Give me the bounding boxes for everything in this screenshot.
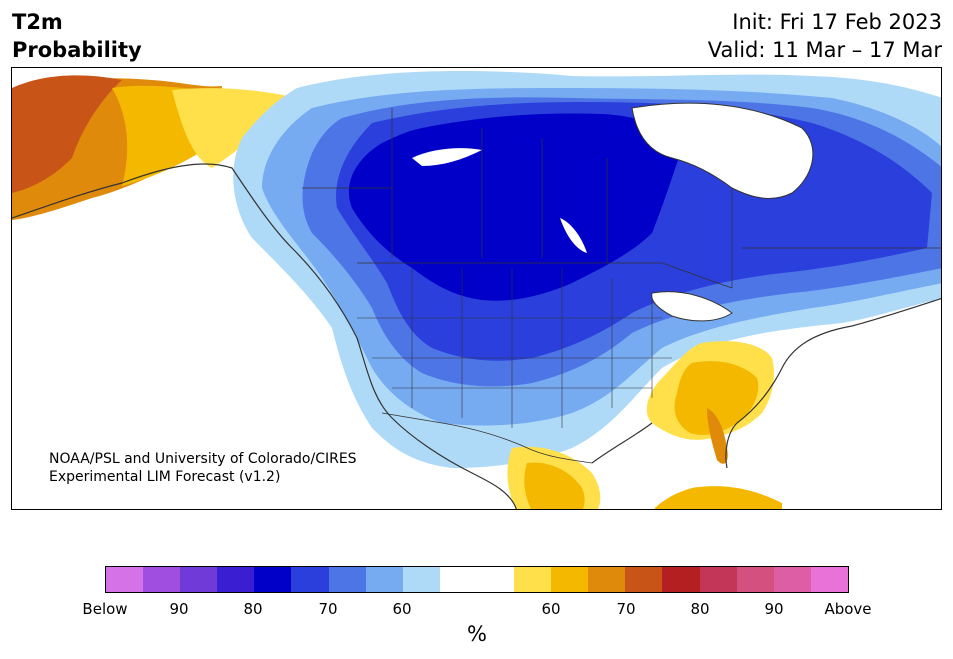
colorbar-segment xyxy=(773,567,811,592)
colorbar-label: 90 xyxy=(169,600,189,618)
colorbar-label: 60 xyxy=(392,600,412,618)
valid-range: Valid: 11 Mar – 17 Mar xyxy=(707,38,942,62)
colorbar-segment xyxy=(217,567,255,592)
probability-colorbar xyxy=(105,566,849,593)
us-mexico-border xyxy=(381,412,593,464)
alaska-yellow-region xyxy=(172,88,297,168)
florida-orange-region xyxy=(707,408,728,464)
southeast-gold-region xyxy=(674,361,759,435)
init-date: Init: Fri 17 Feb 2023 xyxy=(732,10,942,34)
state-borders xyxy=(357,268,672,428)
colorbar-segment xyxy=(588,567,626,592)
probability-map xyxy=(11,67,942,510)
colorbar-segment xyxy=(254,567,292,592)
forecast-dates: Init: Fri 17 Feb 2023 Valid: 11 Mar – 17… xyxy=(708,8,942,64)
mexico-gold-region xyxy=(524,462,585,509)
colorbar-label: 80 xyxy=(690,600,710,618)
credit-line-1: NOAA/PSL and University of Colorado/CIRE… xyxy=(49,451,357,467)
colorbar-label: Below xyxy=(82,600,128,618)
map-title: T2m Probability xyxy=(12,8,142,64)
colorbar-segment xyxy=(625,567,663,592)
lake-winnipeg xyxy=(560,218,587,253)
colorbar-label: 70 xyxy=(616,600,636,618)
colorbar-segment xyxy=(736,567,774,592)
title-line-1: T2m xyxy=(12,10,63,34)
colorbar-segment xyxy=(662,567,700,592)
colorbar-label: Above xyxy=(824,600,872,618)
colorbar-segment xyxy=(476,567,515,592)
cuba-region xyxy=(653,486,782,509)
colorbar-segment xyxy=(328,567,366,592)
colorbar-segment xyxy=(106,567,144,592)
north-america-coastline xyxy=(12,163,941,509)
colorbar-segment xyxy=(810,567,848,592)
colorbar-segment xyxy=(291,567,329,592)
great-slave-lake xyxy=(412,148,482,166)
colorbar-label: 70 xyxy=(318,600,338,618)
colorbar-segment xyxy=(180,567,218,592)
alaska-darkorange-region xyxy=(12,75,122,193)
colorbar-label: 60 xyxy=(541,600,561,618)
colorbar-segment xyxy=(699,567,737,592)
colorbar-label: 80 xyxy=(243,600,263,618)
credit-line-2: Experimental LIM Forecast (v1.2) xyxy=(49,469,281,485)
great-lakes xyxy=(651,291,733,322)
colorbar-segment xyxy=(514,567,552,592)
title-line-2: Probability xyxy=(12,38,142,62)
province-borders xyxy=(302,108,941,288)
colorbar-segment xyxy=(439,567,477,592)
colorbar-segment xyxy=(365,567,403,592)
colorbar-segment xyxy=(143,567,181,592)
colorbar-label: 90 xyxy=(764,600,784,618)
colorbar-unit: % xyxy=(467,622,487,646)
colorbar-segment xyxy=(402,567,440,592)
hudson-bay xyxy=(631,102,814,199)
colorbar-segment xyxy=(551,567,589,592)
credit-text: NOAA/PSL and University of Colorado/CIRE… xyxy=(49,450,357,486)
map-canvas xyxy=(12,71,941,509)
us-canada-border xyxy=(357,262,733,289)
